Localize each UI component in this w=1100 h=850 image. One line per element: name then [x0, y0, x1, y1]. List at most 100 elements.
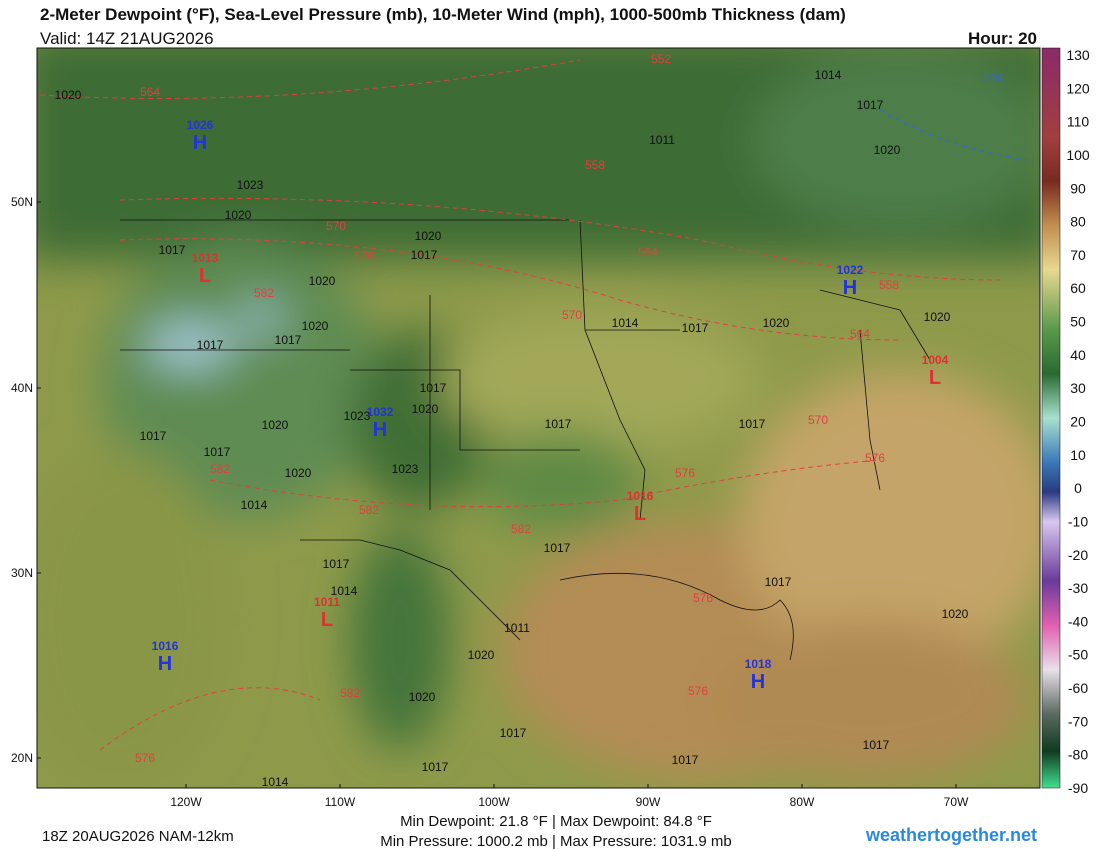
thickness-label: 558: [585, 158, 605, 172]
colorbar-label: 120: [1066, 80, 1090, 96]
site-name: weathertogether.net: [865, 825, 1037, 845]
colorbar-label: -50: [1068, 647, 1088, 663]
thickness-label: 564: [850, 327, 870, 341]
lon-label: 100W: [478, 795, 510, 809]
isobar-label: 1020: [924, 310, 951, 324]
lon-label: 70W: [944, 795, 969, 809]
isobar-label: 1017: [544, 541, 571, 555]
isobar-label: 1023: [392, 462, 419, 476]
isobar-label: 1017: [422, 760, 449, 774]
pressure-center-value: 1022: [837, 263, 864, 277]
lat-label: 30N: [11, 566, 33, 580]
isobar-label: 1017: [159, 243, 186, 257]
isobar-label: 1017: [765, 575, 792, 589]
isobar-label: 1017: [682, 321, 709, 335]
isobar-label: 1014: [331, 584, 358, 598]
colorbar-label: -10: [1068, 513, 1088, 529]
valid-time: Valid: 14Z 21AUG2026: [40, 29, 214, 48]
colorbar-label: 30: [1070, 380, 1086, 396]
colorbar-label: 80: [1070, 214, 1086, 230]
isobar-label: 1020: [302, 319, 329, 333]
thickness-line-540: [879, 109, 1031, 161]
boundaries: [120, 219, 931, 661]
isobar-label: 1023: [237, 178, 264, 192]
colorbar-label: 20: [1070, 414, 1086, 430]
colorbar-label: 100: [1066, 147, 1090, 163]
thickness-label: 582: [340, 686, 360, 700]
thickness-label: 576: [354, 249, 374, 263]
isobar-label: 1020: [468, 648, 495, 662]
isobar-label: 1020: [262, 418, 289, 432]
thickness-label: 582: [210, 462, 230, 476]
isobar-label: 1020: [763, 316, 790, 330]
model-run: 18Z 20AUG2026 NAM-12km: [42, 828, 234, 845]
isobar-label: 1017: [857, 98, 884, 112]
lat-label: 40N: [11, 381, 33, 395]
thickness-label: 570: [562, 308, 582, 322]
pressure-center-value: 1026: [187, 118, 214, 132]
pressure-center-value: 1011: [314, 595, 340, 609]
thickness-label: 564: [140, 85, 160, 99]
pressure-center-symbol: H: [373, 419, 387, 441]
isobar-label: 1017: [197, 338, 224, 352]
colorbar-label: 50: [1070, 314, 1086, 330]
isobar-label: 1017: [275, 333, 302, 347]
isobar-label: 1020: [309, 274, 336, 288]
thickness-label: 576: [865, 451, 885, 465]
colorbar-label: 110: [1067, 114, 1090, 130]
thickness-label: 570: [808, 413, 828, 427]
colorbar-label: 90: [1070, 180, 1086, 196]
isobar-label: 1017: [140, 429, 167, 443]
thickness-label: 576: [688, 684, 708, 698]
isobar-label: 1017: [420, 381, 447, 395]
pressure-center-symbol: H: [193, 132, 207, 154]
isobar-label: 1020: [942, 607, 969, 621]
isobar-label: 1014: [612, 316, 639, 330]
isobar-label: 1020: [415, 229, 442, 243]
lon-label: 90W: [636, 795, 661, 809]
lat-label: 50N: [11, 195, 33, 209]
pressure-range: Min Pressure: 1000.2 mb | Max Pressure: …: [380, 833, 732, 850]
pressure-center-symbol: L: [929, 367, 941, 389]
title: 2-Meter Dewpoint (°F), Sea-Level Pressur…: [40, 5, 846, 24]
thickness-label: 552: [651, 52, 671, 66]
thickness-label: 582: [254, 286, 274, 300]
isobar-label: 1017: [323, 557, 350, 571]
map-frame: [36, 47, 1041, 789]
isobar-label: 1017: [411, 248, 438, 262]
pressure-center-symbol: H: [158, 653, 172, 675]
colorbar-label: 10: [1070, 447, 1086, 463]
pressure-center-symbol: L: [634, 503, 646, 525]
lon-label: 80W: [790, 795, 815, 809]
colorbar-label: -30: [1068, 580, 1088, 596]
isobar-label: 1011: [649, 133, 675, 147]
colorbar-label: 70: [1070, 247, 1086, 263]
isobar-label: 1020: [412, 402, 439, 416]
colorbar-label: -90: [1068, 780, 1088, 796]
pressure-center-symbol: H: [843, 277, 857, 299]
thickness-label: 576: [675, 466, 695, 480]
pressure-center-value: 1016: [627, 489, 654, 503]
thickness-label: 564: [638, 245, 658, 259]
lon-label: 120W: [170, 795, 202, 809]
pressure-center-symbol: H: [751, 671, 765, 693]
colorbar-label: -20: [1068, 547, 1088, 563]
colorbar-label: 0: [1074, 480, 1082, 496]
lat-label: 20N: [11, 751, 33, 765]
isobar-label: 1020: [409, 690, 436, 704]
pressure-center-value: 1004: [922, 353, 949, 367]
pressure-center-symbol: L: [321, 609, 333, 631]
colorbar-label: -40: [1068, 613, 1088, 629]
colorbar-label: 130: [1066, 47, 1090, 63]
isobar-label: 1017: [672, 753, 699, 767]
isobar-label: 1017: [204, 445, 231, 459]
colorbar-label: 60: [1070, 280, 1086, 296]
colorbar-label: -80: [1068, 747, 1088, 763]
pressure-center-value: 1013: [192, 251, 219, 265]
thickness-label: 576: [135, 751, 155, 765]
colorbar-label: -60: [1068, 680, 1088, 696]
isobar-label: 1020: [225, 208, 252, 222]
pressure-center-value: 1032: [367, 405, 394, 419]
isobar-label: 1020: [874, 143, 901, 157]
